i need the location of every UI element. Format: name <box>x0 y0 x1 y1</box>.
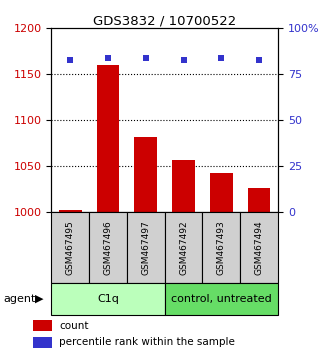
Bar <box>240 212 278 283</box>
Bar <box>89 212 127 283</box>
Bar <box>51 212 89 283</box>
Bar <box>51 283 165 315</box>
Text: control, untreated: control, untreated <box>171 294 272 304</box>
Bar <box>33 337 52 348</box>
Text: agent: agent <box>3 294 36 304</box>
Bar <box>165 283 278 315</box>
Point <box>219 55 224 61</box>
Text: percentile rank within the sample: percentile rank within the sample <box>59 337 235 347</box>
Point <box>68 57 73 62</box>
Text: GSM467494: GSM467494 <box>255 221 264 275</box>
Bar <box>248 188 270 212</box>
Bar <box>165 212 203 283</box>
Bar <box>127 212 165 283</box>
Text: GSM467493: GSM467493 <box>217 221 226 275</box>
Bar <box>172 160 195 212</box>
Text: C1q: C1q <box>97 294 119 304</box>
Bar <box>203 212 240 283</box>
Text: count: count <box>59 321 89 331</box>
Bar <box>134 137 157 212</box>
Point <box>257 57 262 62</box>
Text: GSM467497: GSM467497 <box>141 221 150 275</box>
Bar <box>33 320 52 331</box>
Bar <box>210 173 233 212</box>
Bar <box>59 210 81 212</box>
Point <box>143 55 148 61</box>
Point <box>181 57 186 62</box>
Title: GDS3832 / 10700522: GDS3832 / 10700522 <box>93 14 236 27</box>
Text: GSM467492: GSM467492 <box>179 221 188 275</box>
Text: GSM467495: GSM467495 <box>66 221 75 275</box>
Point <box>105 55 111 61</box>
Text: ▶: ▶ <box>35 294 43 304</box>
Bar <box>97 65 119 212</box>
Text: GSM467496: GSM467496 <box>104 221 113 275</box>
